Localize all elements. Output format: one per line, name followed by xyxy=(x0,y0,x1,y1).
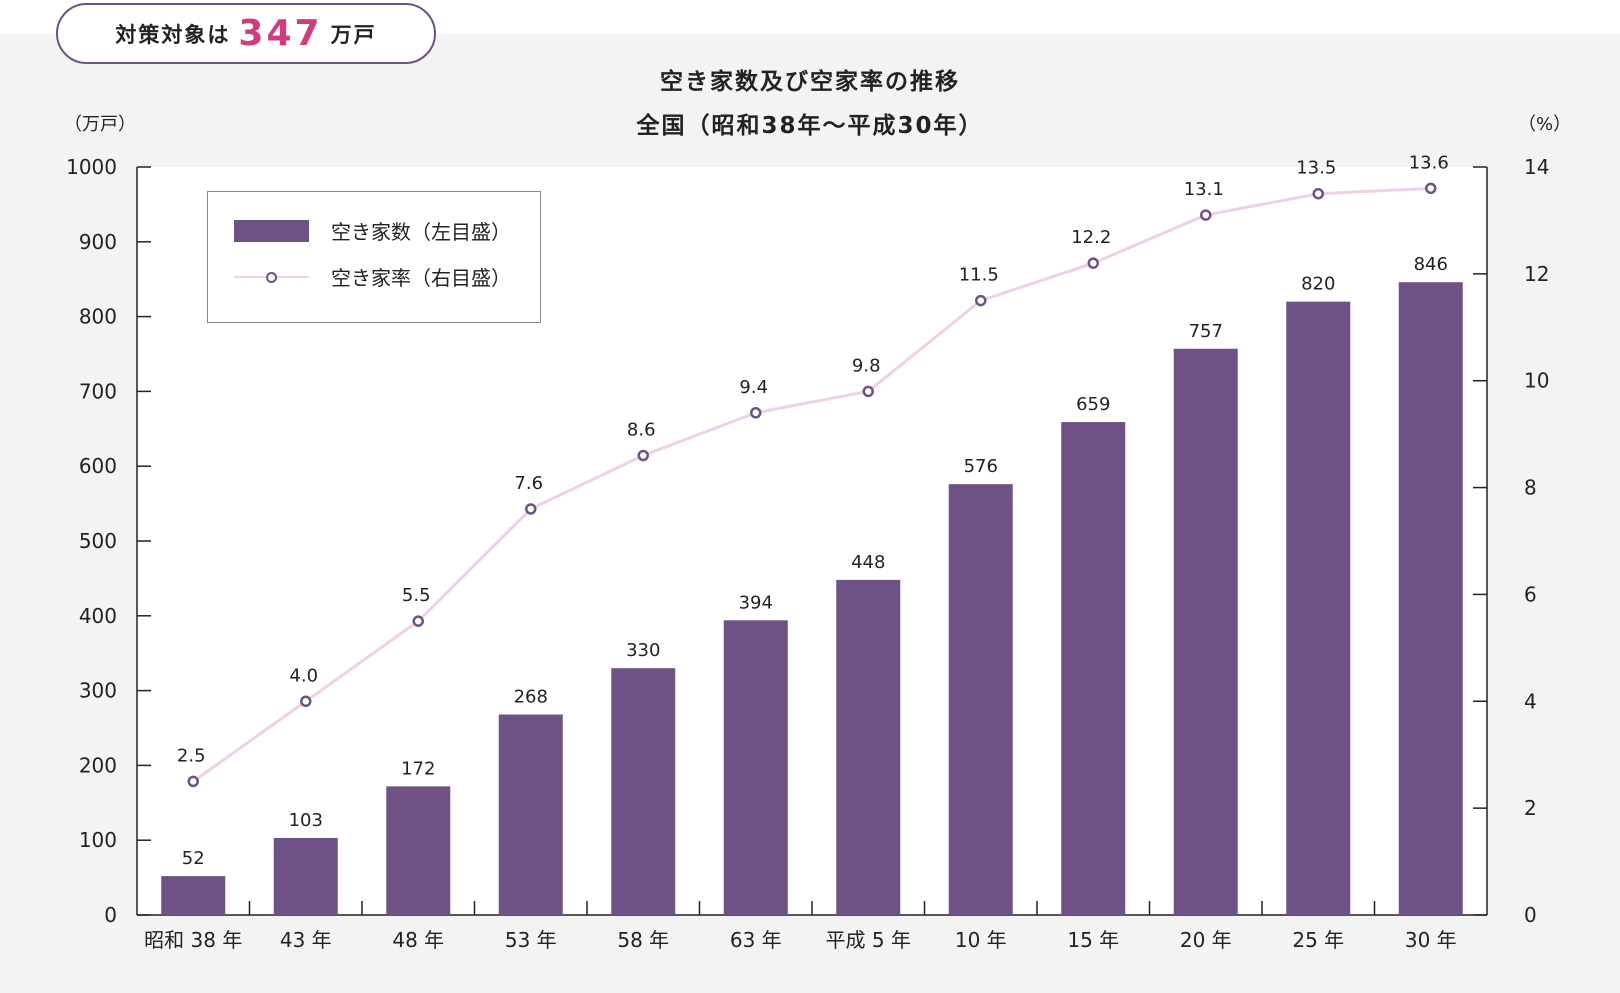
left-tick-label: 700 xyxy=(79,379,117,403)
left-tick-label: 500 xyxy=(79,529,117,553)
left-tick-label: 100 xyxy=(79,828,117,852)
x-category-label: 58 年 xyxy=(617,928,669,952)
x-category-label: 53 年 xyxy=(505,928,557,952)
badge-prefix: 対策対象は xyxy=(115,22,231,47)
left-tick-label: 600 xyxy=(79,454,117,478)
chart-subtitle: 全国（昭和38年〜平成30年） xyxy=(636,113,984,139)
bar-value-label: 448 xyxy=(851,552,885,573)
legend-line-label: 空き家率（右目盛） xyxy=(331,266,511,290)
target-badge: 対策対象は 347 万戸 xyxy=(56,3,436,64)
left-tick-label: 400 xyxy=(79,604,117,628)
left-tick-label: 0 xyxy=(104,903,117,927)
legend-bar-swatch xyxy=(234,219,309,242)
legend-bar-label: 空き家数（左目盛） xyxy=(331,220,511,244)
bar-value-label: 268 xyxy=(514,687,548,708)
right-tick-label: 12 xyxy=(1524,262,1549,286)
badge-number: 347 xyxy=(238,13,323,54)
rate-value-label: 11.5 xyxy=(959,265,999,286)
bar-value-label: 846 xyxy=(1414,254,1448,275)
bar xyxy=(948,484,1013,915)
right-tick-label: 4 xyxy=(1524,689,1537,713)
bar xyxy=(1173,348,1238,915)
bar xyxy=(611,668,676,915)
bar xyxy=(1398,282,1463,915)
x-category-label: 平成 5 年 xyxy=(826,928,911,952)
rate-marker xyxy=(750,407,762,419)
bar xyxy=(498,714,563,915)
rate-value-label: 8.6 xyxy=(627,420,656,441)
rate-marker xyxy=(525,503,537,515)
left-axis-unit: （万戸） xyxy=(64,114,136,135)
bar-value-label: 757 xyxy=(1189,321,1223,342)
rate-value-label: 7.6 xyxy=(514,473,543,494)
legend-line-swatch xyxy=(234,266,309,288)
badge-suffix: 万戸 xyxy=(330,22,377,47)
rate-marker xyxy=(412,615,424,627)
x-category-label: 30 年 xyxy=(1405,928,1457,952)
x-category-label: 48 年 xyxy=(392,928,444,952)
left-tick-label: 300 xyxy=(79,679,117,703)
bar-value-label: 103 xyxy=(289,810,323,831)
rate-marker xyxy=(862,385,874,398)
right-axis-unit: （%） xyxy=(1518,114,1572,135)
bar xyxy=(723,620,788,915)
right-tick-label: 10 xyxy=(1524,369,1549,393)
rate-value-label: 2.5 xyxy=(177,745,206,766)
rate-marker xyxy=(975,294,987,307)
bar xyxy=(1061,422,1126,915)
rate-marker xyxy=(637,449,649,462)
bar-value-label: 820 xyxy=(1301,274,1335,295)
x-category-label: 20 年 xyxy=(1180,928,1232,952)
left-tick-label: 200 xyxy=(79,753,117,777)
bar xyxy=(1286,301,1351,915)
x-category-label: 昭和 38 年 xyxy=(144,928,242,952)
rate-value-label: 13.5 xyxy=(1296,158,1336,179)
left-tick-label: 800 xyxy=(79,305,117,329)
rate-marker xyxy=(1425,182,1437,195)
legend-item-line: 空き家率（右目盛） xyxy=(208,262,511,291)
rate-marker xyxy=(300,695,312,708)
rate-value-label: 13.1 xyxy=(1184,179,1224,200)
rate-value-label: 4.0 xyxy=(289,665,318,686)
rate-marker xyxy=(1312,187,1324,200)
rate-line xyxy=(192,186,1431,783)
bar xyxy=(386,786,451,915)
legend-item-bar: 空き家数（左目盛） xyxy=(208,216,511,245)
chart-title: 空き家数及び空家率の推移 xyxy=(660,69,960,95)
right-tick-label: 2 xyxy=(1524,796,1537,820)
rate-value-label: 13.6 xyxy=(1409,152,1449,173)
rate-marker xyxy=(1200,209,1212,221)
rate-value-label: 9.8 xyxy=(852,355,881,376)
bar-value-label: 52 xyxy=(182,848,205,869)
bar xyxy=(273,837,338,915)
right-tick-label: 0 xyxy=(1524,903,1537,927)
rate-marker xyxy=(1087,257,1099,269)
x-category-label: 63 年 xyxy=(730,928,782,952)
bar xyxy=(836,579,901,915)
left-tick-label: 900 xyxy=(79,230,117,254)
rate-value-label: 9.4 xyxy=(739,377,768,398)
x-category-label: 25 年 xyxy=(1292,928,1344,952)
bar-value-label: 659 xyxy=(1076,394,1110,415)
x-category-label: 43 年 xyxy=(280,928,332,952)
bar-value-label: 394 xyxy=(739,592,773,613)
rate-value-label: 12.2 xyxy=(1071,227,1111,248)
left-tick-label: 1000 xyxy=(66,155,117,179)
x-category-label: 10 年 xyxy=(955,928,1007,952)
right-tick-label: 8 xyxy=(1524,476,1537,500)
bar xyxy=(161,876,226,915)
x-category-label: 15 年 xyxy=(1067,928,1119,952)
bar-value-label: 576 xyxy=(964,456,998,477)
bar-value-label: 330 xyxy=(626,640,660,661)
right-tick-label: 6 xyxy=(1524,582,1537,606)
legend: 空き家数（左目盛） 空き家率（右目盛） xyxy=(207,191,541,323)
rate-marker xyxy=(187,775,199,788)
rate-value-label: 5.5 xyxy=(402,585,431,606)
bar-value-label: 172 xyxy=(401,758,435,779)
right-tick-label: 14 xyxy=(1524,155,1549,179)
